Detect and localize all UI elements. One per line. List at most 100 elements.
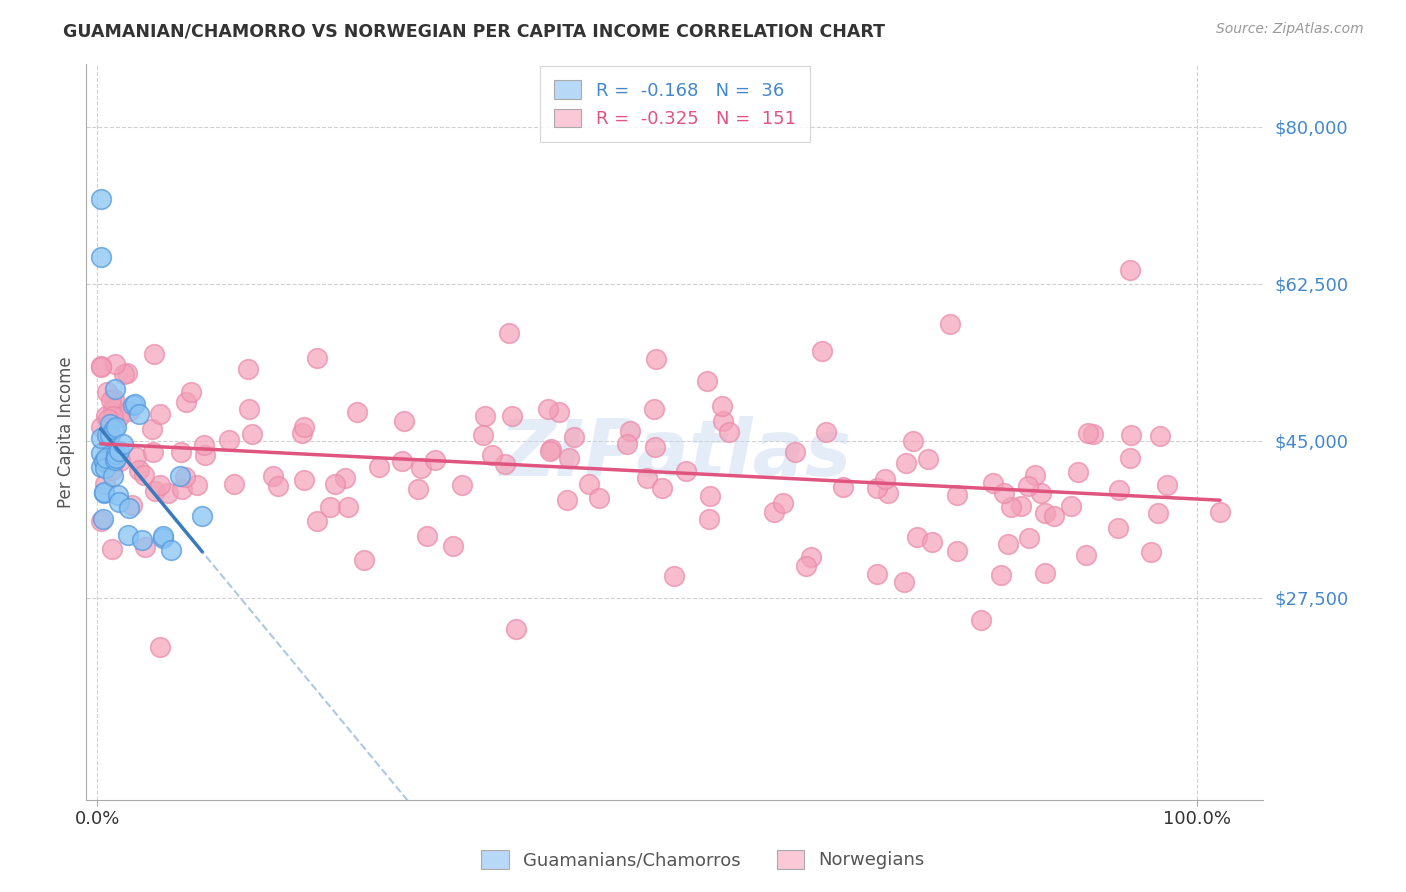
Point — [94, 461, 117, 475]
Point — [93, 485, 115, 500]
Point — [117, 366, 139, 380]
Point — [305, 351, 328, 366]
Point — [101, 542, 124, 557]
Point — [644, 440, 666, 454]
Point — [1156, 478, 1178, 492]
Point — [118, 404, 141, 418]
Point — [117, 528, 139, 542]
Point — [142, 445, 165, 459]
Point — [662, 568, 685, 582]
Point — [96, 428, 118, 442]
Point — [134, 540, 156, 554]
Point — [353, 553, 375, 567]
Point — [94, 477, 117, 491]
Point — [193, 438, 215, 452]
Point — [169, 469, 191, 483]
Point — [540, 442, 562, 457]
Point — [893, 575, 915, 590]
Point — [1035, 507, 1057, 521]
Point — [416, 529, 439, 543]
Point — [815, 425, 838, 439]
Point — [100, 428, 122, 442]
Point — [1139, 545, 1161, 559]
Point — [772, 495, 794, 509]
Point — [1209, 505, 1232, 519]
Point — [645, 352, 668, 367]
Point — [619, 424, 641, 438]
Point — [1010, 499, 1032, 513]
Point — [152, 529, 174, 543]
Point — [94, 450, 117, 465]
Text: ZIPatlas: ZIPatlas — [499, 416, 851, 491]
Point — [562, 429, 585, 443]
Point — [970, 613, 993, 627]
Point — [336, 500, 359, 514]
Point — [1108, 483, 1130, 497]
Point — [132, 467, 155, 482]
Point — [104, 383, 127, 397]
Point — [111, 436, 134, 450]
Point — [180, 384, 202, 399]
Point — [905, 530, 928, 544]
Point — [697, 511, 720, 525]
Point — [218, 434, 240, 448]
Point — [121, 498, 143, 512]
Point — [711, 414, 734, 428]
Point — [108, 495, 131, 509]
Point — [157, 485, 180, 500]
Point — [1083, 427, 1105, 442]
Point — [149, 640, 172, 654]
Point — [1118, 263, 1140, 277]
Point — [90, 431, 112, 445]
Point — [651, 481, 673, 495]
Point — [494, 457, 516, 471]
Point — [222, 476, 245, 491]
Point — [90, 514, 112, 528]
Point — [866, 567, 889, 582]
Point — [191, 509, 214, 524]
Point — [107, 443, 129, 458]
Point — [811, 344, 834, 359]
Point — [636, 471, 658, 485]
Point — [537, 402, 560, 417]
Point — [141, 422, 163, 436]
Point — [143, 483, 166, 498]
Point — [267, 479, 290, 493]
Point — [101, 468, 124, 483]
Point — [903, 434, 925, 448]
Legend: R =  -0.168   N =  36, R =  -0.325   N =  151: R = -0.168 N = 36, R = -0.325 N = 151 — [540, 66, 810, 143]
Point — [866, 481, 889, 495]
Point — [96, 384, 118, 399]
Point — [498, 326, 520, 340]
Point — [794, 559, 817, 574]
Point — [101, 463, 124, 477]
Point — [946, 543, 969, 558]
Point — [294, 419, 316, 434]
Point — [481, 448, 503, 462]
Point — [90, 360, 112, 375]
Point — [939, 317, 962, 331]
Point — [717, 425, 740, 439]
Point — [104, 453, 127, 467]
Point — [100, 393, 122, 408]
Point — [474, 409, 496, 423]
Point — [128, 463, 150, 477]
Point — [346, 405, 368, 419]
Point — [1017, 479, 1039, 493]
Point — [90, 460, 112, 475]
Point — [291, 426, 314, 441]
Point — [323, 476, 346, 491]
Point — [90, 192, 112, 206]
Point — [125, 450, 148, 465]
Point — [103, 422, 125, 436]
Point — [91, 512, 114, 526]
Point — [894, 456, 917, 470]
Point — [240, 426, 263, 441]
Point — [105, 451, 128, 466]
Point — [174, 469, 197, 483]
Legend: Guamanians/Chamorros, Norwegians: Guamanians/Chamorros, Norwegians — [472, 841, 934, 879]
Point — [103, 392, 125, 407]
Point — [101, 409, 124, 423]
Point — [97, 411, 120, 425]
Point — [169, 445, 191, 459]
